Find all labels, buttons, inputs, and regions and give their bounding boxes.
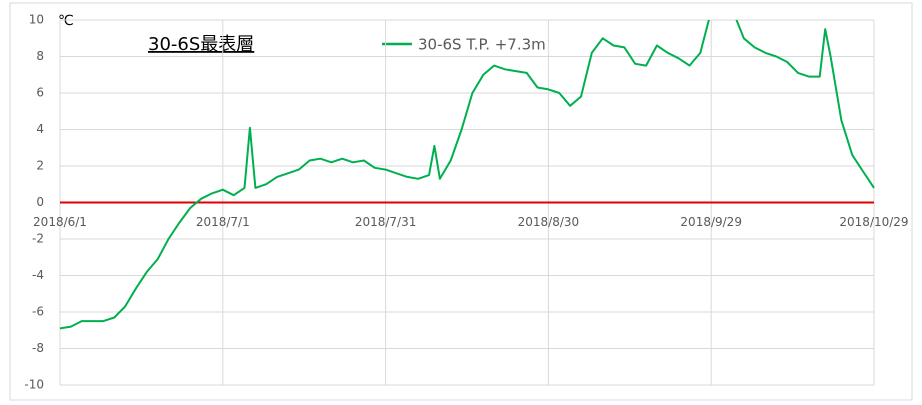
y-tick-label: -6 <box>32 305 44 319</box>
plot-area <box>60 20 875 330</box>
y-tick-label: -2 <box>32 232 44 246</box>
data-line <box>60 20 875 330</box>
x-tick-label: 2018/7/31 <box>355 215 417 229</box>
y-tick-label: 0 <box>36 195 44 209</box>
legend-label: 30-6S T.P. +7.3m <box>418 36 546 54</box>
y-tick-label: 6 <box>36 86 44 100</box>
y-tick-label: -10 <box>24 378 44 392</box>
y-unit: ℃ <box>58 13 74 29</box>
y-tick-label: -8 <box>32 341 44 355</box>
y-tick-label: 8 <box>36 49 44 63</box>
chart-title: 30-6S最表層 <box>148 34 254 55</box>
y-tick-label: 10 <box>29 13 44 27</box>
x-tick-label: 2018/8/30 <box>518 215 580 229</box>
x-tick-label: 2018/9/29 <box>680 215 742 229</box>
x-tick-label: 2018/7/1 <box>196 215 250 229</box>
x-tick-label: 2018/10/29 <box>839 215 908 229</box>
y-tick-label: 2 <box>36 159 44 173</box>
y-tick-label: 4 <box>36 122 44 136</box>
x-tick-label: 2018/6/1 <box>33 215 87 229</box>
y-tick-label: -4 <box>32 268 44 282</box>
